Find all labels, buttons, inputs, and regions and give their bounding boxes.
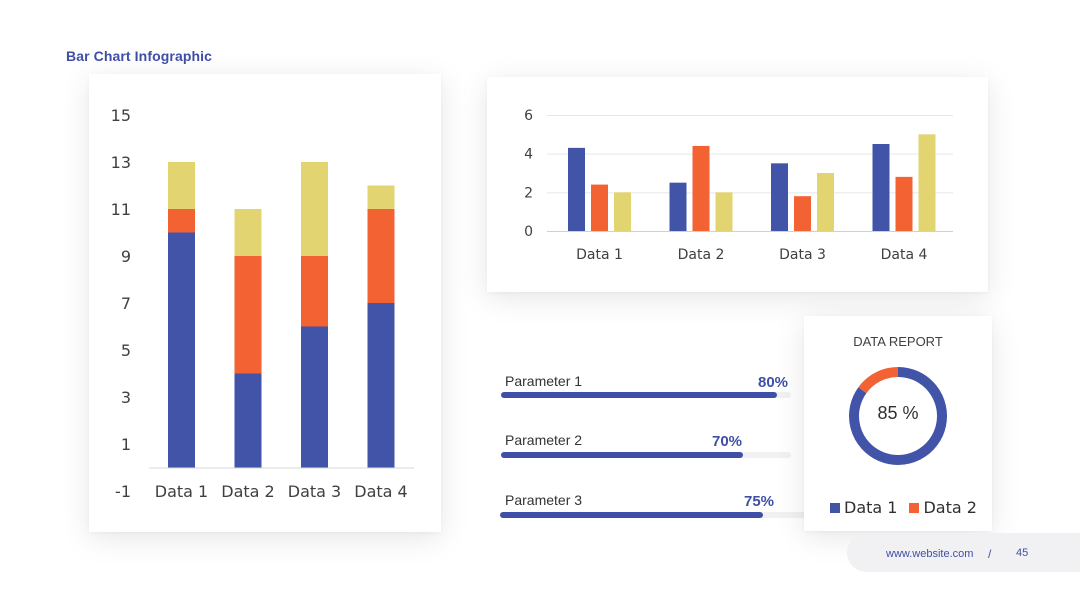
bar [918,134,936,231]
x-tick-label: Data 1 [576,247,623,263]
bar [872,144,890,231]
bar-segment [168,162,195,209]
bar [568,147,585,231]
donut-center-label: 85 % [877,403,919,423]
parameter-track-1 [501,392,791,398]
x-tick-label: Data 4 [354,482,407,501]
bar [669,182,687,231]
page-number: 45 [1016,547,1029,559]
bar [692,145,710,231]
donut-chart-card: DATA REPORT 85 % Data 1 Data 2 [804,316,992,531]
bar-segment [234,209,262,256]
y-tick-label: 11 [111,200,131,219]
parameter-value-2: 70% [712,433,743,450]
bar [591,184,608,231]
bar-segment [301,162,328,256]
y-tick-label: 6 [524,108,533,124]
donut-legend: Data 1 Data 2 [830,498,977,517]
y-tick-label: 5 [121,341,131,360]
bar-segment [234,373,262,468]
parameter-value-1: 80% [758,374,789,391]
legend-label-data-1: Data 1 [844,498,898,517]
y-tick-label: 15 [111,106,131,125]
parameter-bar-3 [500,512,763,518]
y-tick-label: 4 [524,147,533,163]
x-tick-label: Data 2 [221,482,274,501]
donut-slice [849,367,947,465]
y-tick-label: 9 [121,247,131,266]
legend-item-data-1: Data 1 [830,498,897,517]
y-tick-label: 0 [524,224,533,240]
y-tick-label: 2 [524,185,533,201]
bar [895,176,913,231]
bar [715,192,733,231]
parameter-label-3: Parameter 3 [505,492,583,508]
y-tick-label: 7 [121,294,131,313]
bar-segment [367,303,395,468]
parameter-value-3: 75% [744,493,775,510]
y-tick-label: -1 [115,482,131,501]
legend-swatch-data-2 [909,502,920,513]
bar-segment [168,209,195,233]
bar-segment [367,209,395,303]
bar-segment [168,232,195,468]
grouped-bar-chart-card: 6 4 2 0 Data 1 Data 2 Data 3 Data 4 [487,77,988,292]
y-tick-label: 3 [121,388,131,407]
x-tick-label: Data 4 [881,247,928,263]
parameter-label-2: Parameter 2 [505,432,583,448]
x-tick-label: Data 2 [678,247,725,263]
bar [771,163,788,231]
bar-segment [301,326,328,468]
donut-title: DATA REPORT [853,334,943,349]
bar-segment [301,256,328,327]
bar [614,192,631,231]
x-tick-label: Data 3 [779,247,826,263]
legend-label-data-2: Data 2 [923,498,977,517]
footer-separator: / [988,547,992,561]
x-tick-label: Data 1 [155,482,208,501]
x-tick-label: Data 3 [288,482,341,501]
bar [817,173,834,231]
grouped-bar-chart: 6 4 2 0 Data 1 Data 2 Data 3 Data 4 [524,108,953,263]
footer-pill [847,533,1080,572]
donut-chart [849,367,947,465]
legend-item-data-2: Data 2 [909,498,977,517]
bar [794,196,811,231]
donut-slice [858,367,899,394]
parameter-track-3 [500,512,850,518]
y-tick-label: 1 [121,435,131,454]
legend-swatch-data-1 [830,502,840,513]
footer-url[interactable]: www.website.com [886,548,974,560]
parameter-bar-1 [501,392,777,398]
y-tick-label: 13 [111,153,131,172]
parameter-label-1: Parameter 1 [505,373,583,389]
parameter-bar-2 [501,452,743,458]
bar-segment [367,185,395,209]
stacked-bar-chart: 15 13 11 9 7 5 3 1 -1 Data 1 Data 2 Data 3 Data 4 [111,106,414,501]
stacked-bar-chart-card: 15 13 11 9 7 5 3 1 -1 Data 1 Data 2 Data 3 Data 4 [89,74,441,532]
bar-segment [234,256,262,374]
page-title: Bar Chart Infographic [66,48,213,64]
parameter-track-2 [501,452,791,458]
